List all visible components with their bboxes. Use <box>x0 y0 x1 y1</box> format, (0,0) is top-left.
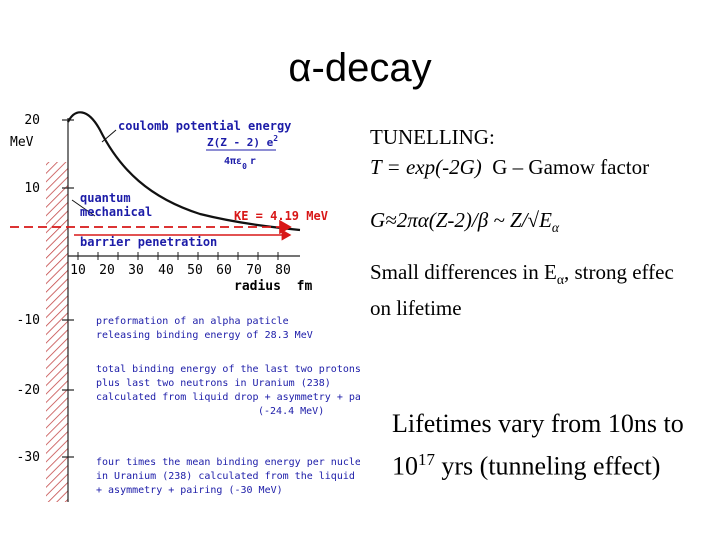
x-tick-label: 60 <box>216 263 232 278</box>
x-axis-label: radius fm <box>234 279 312 294</box>
total-binding-text-4: (-24.4 MeV) <box>258 406 324 417</box>
x-ticks <box>77 252 279 260</box>
quantum-label-1: quantum <box>80 191 131 205</box>
four-times-text-1: four times the mean binding energy per n… <box>96 457 360 468</box>
barrier-label: barrier penetration <box>80 235 217 249</box>
quantum-label-2: mechanical <box>80 205 152 219</box>
y-unit-label: MeV <box>10 135 34 150</box>
potential-well <box>46 162 68 502</box>
quantum-pointer <box>71 199 96 217</box>
lifetimes-line-2: 1017 yrs (tunneling effect) <box>392 450 661 481</box>
t-formula: T = exp(-2G) <box>370 155 482 179</box>
preformation-text-2: releasing binding energy of 28.3 MeV <box>96 330 313 341</box>
gamow-formula-lhs: G≈2πα(Z-2)/β ~ Z/√E <box>370 208 552 232</box>
y-tick-label: -20 <box>17 383 40 398</box>
coulomb-curve <box>67 111 301 232</box>
gamow-formula-sub: α <box>551 220 560 236</box>
total-binding-text-2: plus last two neutrons in Uranium (238) <box>96 378 331 389</box>
ke-label: KE = 4.19 MeV <box>234 209 328 223</box>
gamow-formula: G≈2πα(Z-2)/β ~ Z/√Eα <box>370 208 559 236</box>
preformation-text-1: preformation of an alpha paticle <box>96 316 289 327</box>
x-tick-label: 30 <box>128 263 144 278</box>
small-diff-line-2: on lifetime <box>370 296 462 321</box>
alpha-decay-potential-diagram: 20 MeV 10 -10 -20 -30 10 20 30 40 50 60 … <box>10 111 360 502</box>
lifetimes-note: Lifetimes vary from 10ns to 1017 yrs (tu… <box>392 406 684 485</box>
x-tick-label: 10 <box>70 263 86 278</box>
four-times-text-3: + asymmetry + pairing (-30 MeV) <box>96 485 283 496</box>
slide-title: α-decay <box>288 46 432 90</box>
x-tick-label: 50 <box>187 263 203 278</box>
y-tick-label: -30 <box>17 450 40 465</box>
lifetimes-line-1: Lifetimes vary from 10ns to <box>392 409 684 438</box>
coulomb-pointer <box>101 129 117 143</box>
tunnelling-heading: TUNELLING: <box>370 125 495 149</box>
gamow-description: G – Gamow factor <box>492 155 650 179</box>
y-tick-label: 20 <box>24 113 40 128</box>
coulomb-title: coulomb potential energy <box>118 119 291 133</box>
four-times-text-2: in Uranium (238) calculated from the liq… <box>96 471 360 482</box>
coulomb-formula-num: Z(Z - 2) e2 <box>207 134 278 149</box>
x-tick-label: 70 <box>246 263 262 278</box>
x-tick-label: 40 <box>158 263 174 278</box>
total-binding-text-3: calculated from liquid drop + asymmetry … <box>96 392 360 403</box>
y-tick-label: 10 <box>24 181 40 196</box>
y-tick-label: -10 <box>17 313 40 328</box>
x-tick-label: 80 <box>275 263 291 278</box>
x-tick-label: 20 <box>99 263 115 278</box>
total-binding-text-1: total binding energy of the last two pro… <box>96 364 360 375</box>
tunnelling-block: TUNELLING: T = exp(-2G) G – Gamow factor <box>370 122 649 182</box>
coulomb-formula-den: 4πε0 r <box>224 156 256 171</box>
small-differences-note: Small differences in Eα, strong effec on… <box>370 258 674 322</box>
tunnelling-formula-line: T = exp(-2G) G – Gamow factor <box>370 152 649 182</box>
small-diff-line-1: Small differences in Eα, strong effec <box>370 260 674 288</box>
